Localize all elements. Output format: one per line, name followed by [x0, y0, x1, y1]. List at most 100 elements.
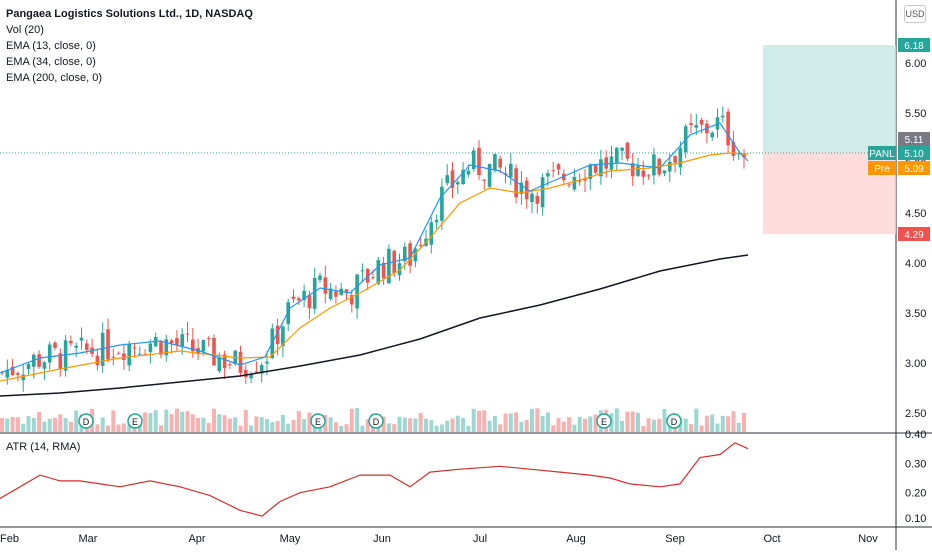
candle-body [148, 343, 153, 353]
candle-body [79, 337, 84, 341]
candle-body [323, 277, 328, 294]
candle-body [360, 270, 365, 272]
candle-body [95, 355, 100, 366]
candle-body [122, 353, 126, 360]
volume-bar [583, 418, 587, 432]
volume-bar [63, 418, 68, 432]
price-label-value: 5.10 [904, 149, 924, 160]
currency-button[interactable]: USD [904, 5, 926, 23]
volume-bar [270, 422, 275, 432]
candle-body [524, 180, 529, 200]
chart-legend: Pangaea Logistics Solutions Ltd., 1D, NA… [6, 6, 253, 86]
volume-bar [742, 412, 746, 432]
candle-body [281, 326, 285, 347]
candle-body [694, 125, 699, 128]
price-tick-label: 5.50 [905, 108, 926, 120]
volume-bar [307, 412, 312, 432]
volume-bar [461, 417, 466, 432]
volume-bar [386, 423, 391, 432]
volume-bar [121, 423, 126, 432]
candle-body [673, 156, 677, 163]
volume-bar [424, 418, 428, 432]
volume-bar [477, 410, 481, 432]
legend-atr[interactable]: ATR (14, RMA) [6, 441, 81, 453]
candle-body [540, 177, 545, 208]
legend-ema13[interactable]: EMA (13, close, 0) [6, 40, 96, 52]
volume-bar [328, 417, 333, 432]
volume-bar [726, 416, 731, 432]
candle-body [403, 246, 407, 262]
event-marker-letter: D [373, 417, 380, 427]
volume-bar [58, 414, 63, 432]
atr-tick-label: 0.20 [905, 488, 926, 500]
volume-bar [53, 417, 57, 432]
volume-bar [111, 410, 116, 432]
symbol-title: Pangaea Logistics Solutions Ltd., 1D, NA… [6, 8, 253, 20]
volume-bar [471, 408, 476, 432]
volume-bar [720, 415, 725, 432]
price-label-value: 5.09 [904, 164, 924, 175]
candle-body [530, 193, 534, 203]
time-axis-label: Nov [858, 533, 878, 545]
candle-body [482, 179, 487, 181]
volume-bar [657, 418, 662, 432]
time-axis-label: Jun [373, 533, 391, 545]
candle-body [26, 364, 31, 370]
price-label: 6.18 [898, 38, 930, 52]
candle-body [185, 333, 190, 335]
candle-body [21, 374, 25, 381]
candle-body [742, 154, 746, 158]
candle-body [201, 339, 206, 352]
volume-bar [402, 417, 407, 432]
event-marker-circle [127, 413, 143, 429]
legend-ema34[interactable]: EMA (34, close, 0) [6, 56, 96, 68]
legend-ema200[interactable]: EMA (200, close, 0) [6, 72, 102, 84]
volume-bar [206, 422, 211, 432]
candle-body [249, 374, 253, 379]
candle-body [297, 298, 301, 301]
ema200-line [0, 254, 749, 397]
volume-bar [689, 424, 693, 432]
candle-body [302, 290, 306, 301]
candle-body [116, 353, 121, 355]
time-axis-label: Aug [566, 533, 586, 545]
volume-bar [201, 417, 206, 432]
volume-bars [0, 408, 746, 432]
price-label-box [898, 146, 930, 160]
volume-bar [47, 418, 52, 432]
time-axis-label: Jul [473, 533, 487, 545]
volume-bar [227, 418, 232, 432]
legend-vol[interactable]: Vol (20) [6, 24, 44, 36]
candle-body [678, 148, 683, 168]
candle-body [254, 371, 259, 373]
candle-body [180, 334, 184, 347]
volume-bar [127, 424, 132, 432]
candle-body [58, 353, 63, 369]
volume-bar [503, 413, 508, 432]
time-axis-label: Apr [188, 533, 205, 545]
volume-bar [731, 411, 736, 432]
volume-bar [455, 415, 460, 432]
volume-bar [275, 421, 280, 432]
volume-bar [392, 424, 397, 432]
volume-bar [710, 414, 715, 432]
candle-body [334, 291, 338, 297]
candle-body [625, 142, 630, 159]
volume-bar [593, 414, 598, 432]
candle-body [567, 184, 571, 186]
candle-body [397, 263, 402, 276]
candle-body [519, 182, 524, 195]
volume-bar [95, 424, 100, 432]
volume-bar [397, 416, 402, 432]
volume-bar [556, 418, 561, 432]
volume-bar [238, 425, 243, 432]
candle-body [387, 248, 391, 284]
candle-body [63, 340, 68, 371]
atr-tick-label: 0.40 [905, 429, 926, 441]
volume-bar [577, 416, 582, 432]
candle-body [551, 170, 555, 172]
volume-bar [254, 416, 259, 432]
volume-bar [736, 422, 741, 432]
